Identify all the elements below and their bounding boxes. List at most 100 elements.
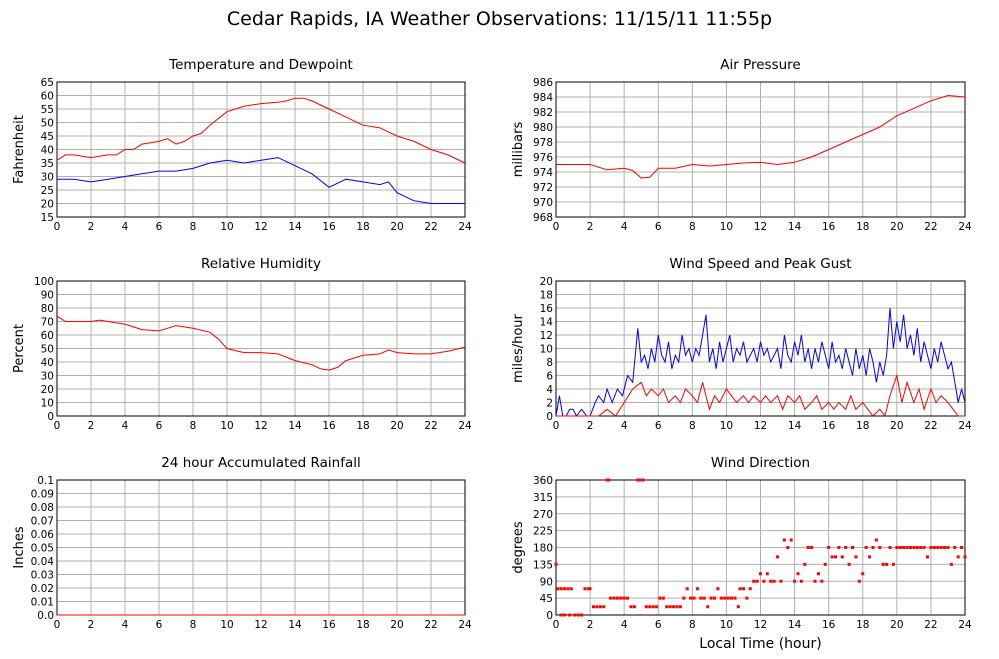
data-point: [573, 613, 577, 617]
chart-title: Wind Speed and Peak Gust: [669, 256, 851, 272]
data-point: [733, 596, 737, 600]
data-point: [953, 546, 957, 549]
y-tick-label: 15: [41, 212, 54, 224]
data-point: [563, 613, 567, 617]
y-axis-label: Fahrenheit: [12, 115, 27, 184]
y-tick-label: 30: [41, 172, 54, 184]
x-tick-label: 4: [621, 420, 628, 432]
data-point: [854, 555, 858, 559]
x-tick-label: 22: [424, 221, 437, 233]
x-tick-label: 14: [288, 221, 302, 233]
y-tick-label: 40: [41, 357, 54, 369]
data-point: [745, 596, 749, 600]
data-point: [956, 555, 960, 559]
x-tick-label: 20: [890, 619, 903, 631]
y-tick-label: 100: [34, 276, 54, 288]
x-tick-label: 20: [890, 420, 903, 432]
x-tick-label: 14: [788, 221, 802, 233]
chart-wind: 0 2 4 6 8 10 12 14 16 18 20 22 2402468101214161820Wi…: [511, 256, 972, 432]
chart-rain: 0 2 4 6 8 10 12 14 16 18 20 22 240.00.010.020.030.04…: [12, 455, 472, 631]
x-tick-label: 22: [924, 420, 937, 432]
data-point: [881, 562, 885, 566]
y-tick-label: 968: [533, 212, 553, 224]
data-point: [661, 596, 665, 600]
y-tick-label: 986: [533, 77, 553, 89]
data-point: [685, 587, 689, 591]
data-point: [668, 605, 672, 609]
data-point: [741, 587, 745, 591]
x-tick-label: 18: [856, 420, 869, 432]
x-tick-label: 6: [156, 420, 163, 432]
data-point: [864, 546, 868, 549]
y-tick-label: 20: [41, 384, 54, 396]
series-line: [56, 315, 466, 371]
data-point: [636, 478, 640, 482]
y-tick-label: 60: [41, 91, 54, 103]
y-tick-label: 55: [41, 104, 54, 116]
data-point: [658, 596, 662, 600]
x-tick-label: 6: [156, 619, 163, 631]
data-point: [752, 579, 756, 583]
x-tick-label: 16: [322, 619, 336, 631]
x-tick-label: 14: [288, 619, 302, 631]
x-tick-label: 18: [356, 420, 369, 432]
x-tick-label: 10: [720, 420, 733, 432]
x-tick-label: 2: [587, 420, 594, 432]
y-tick-label: 0.1: [37, 475, 54, 487]
data-point: [622, 596, 626, 600]
y-tick-label: 270: [533, 509, 553, 521]
y-tick-label: 984: [533, 92, 553, 104]
data-point: [651, 605, 655, 609]
series-line: [556, 373, 965, 418]
chart-temp: 0 2 4 6 8 10 12 14 16 18 20 22 241520253035404550556…: [12, 57, 472, 233]
data-point: [632, 605, 636, 609]
data-point: [816, 572, 820, 576]
data-point: [874, 538, 878, 542]
x-tick-label: 16: [322, 420, 336, 432]
data-point: [908, 546, 912, 549]
x-tick-label: 4: [122, 619, 129, 631]
y-tick-label: 50: [41, 118, 54, 130]
y-tick-label: 18: [540, 290, 553, 302]
data-point: [580, 613, 584, 617]
data-point: [612, 596, 616, 600]
plot-frame: [555, 280, 966, 417]
data-point: [922, 546, 926, 549]
x-tick-label: 22: [924, 221, 937, 233]
y-tick-label: 0.09: [31, 489, 54, 501]
y-tick-label: 35: [41, 158, 54, 170]
x-tick-label: 10: [720, 221, 733, 233]
y-tick-label: 16: [540, 303, 554, 315]
data-point: [871, 546, 875, 549]
data-point: [939, 546, 943, 549]
data-point: [840, 555, 844, 559]
y-tick-label: 360: [533, 475, 553, 487]
x-tick-label: 2: [587, 619, 594, 631]
data-point: [595, 605, 599, 609]
x-tick-label: 0: [54, 420, 61, 432]
data-point: [629, 605, 633, 609]
x-tick-label: 18: [356, 619, 369, 631]
x-tick-label: 24: [458, 420, 472, 432]
y-tick-label: 30: [41, 371, 54, 383]
data-point: [672, 605, 676, 609]
x-tick-label: 8: [190, 619, 197, 631]
data-point: [776, 555, 780, 559]
data-point: [963, 555, 967, 559]
x-tick-label: 8: [689, 619, 696, 631]
data-point: [789, 538, 793, 542]
data-point: [706, 605, 710, 609]
x-tick-label: 4: [122, 221, 129, 233]
y-tick-label: 0.0: [37, 610, 54, 622]
x-tick-label: 22: [424, 420, 437, 432]
x-tick-label: 24: [458, 619, 472, 631]
x-tick-label: 20: [890, 221, 903, 233]
data-point: [566, 587, 570, 591]
y-tick-label: 60: [41, 330, 54, 342]
data-point: [810, 546, 814, 549]
y-tick-label: 45: [540, 593, 553, 605]
data-point: [607, 478, 611, 482]
data-point: [891, 562, 895, 566]
chart-title: Temperature and Dewpoint: [168, 57, 353, 73]
chart-title: Air Pressure: [720, 57, 800, 73]
